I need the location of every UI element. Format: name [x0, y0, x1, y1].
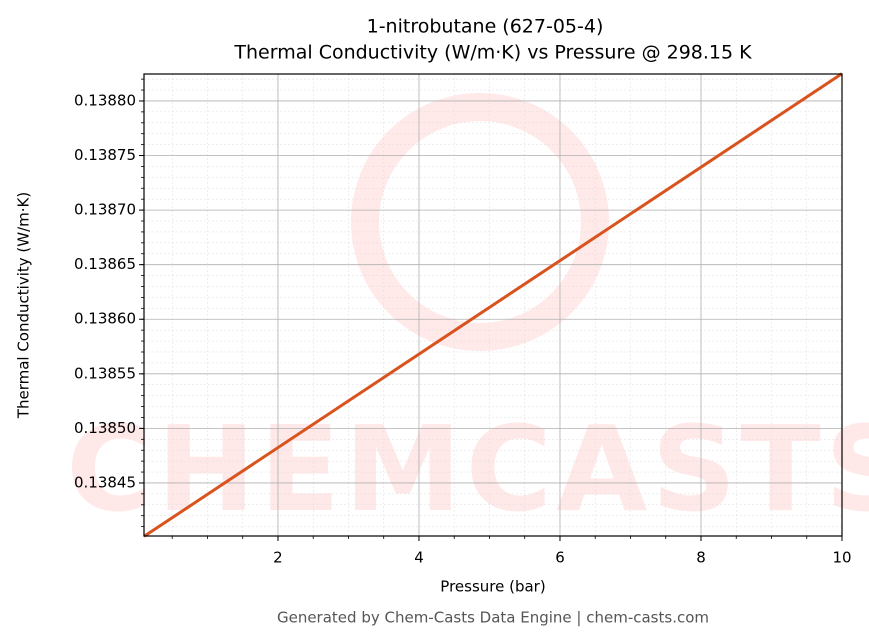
y-tick-label: 0.13875 — [74, 146, 136, 164]
y-tick-label: 0.13855 — [74, 364, 136, 382]
plot-frame — [143, 73, 843, 537]
footer: Generated by Chem-Casts Data Engine | ch… — [277, 609, 709, 627]
watermark-group: CHEMCASTS — [66, 93, 869, 538]
data-line — [143, 72, 843, 538]
y-tick-label: 0.13880 — [74, 91, 136, 109]
y-tick-label: 0.13850 — [74, 419, 136, 437]
chart-title: 1-nitrobutane (627-05-4) — [367, 16, 604, 38]
grid — [144, 74, 843, 536]
y-tick-label: 0.13870 — [74, 201, 136, 219]
chart-subtitle: Thermal Conductivity (W/m·K) vs Pressure… — [233, 42, 752, 64]
x-tick-label: 4 — [414, 549, 424, 567]
x-tick-label: 2 — [273, 549, 283, 567]
x-tick-label: 8 — [696, 549, 706, 567]
y-tick-label: 0.13845 — [74, 473, 136, 491]
watermark: CHEMCASTS — [66, 400, 869, 538]
y-axis-label: Thermal Conductivity (W/m·K) — [15, 192, 33, 419]
x-axis-label: Pressure (bar) — [440, 578, 545, 596]
y-tick-label: 0.13860 — [74, 310, 136, 328]
x-tick-label: 6 — [555, 549, 565, 567]
x-tick-label: 10 — [832, 549, 851, 567]
y-tick-label: 0.13865 — [74, 255, 136, 273]
